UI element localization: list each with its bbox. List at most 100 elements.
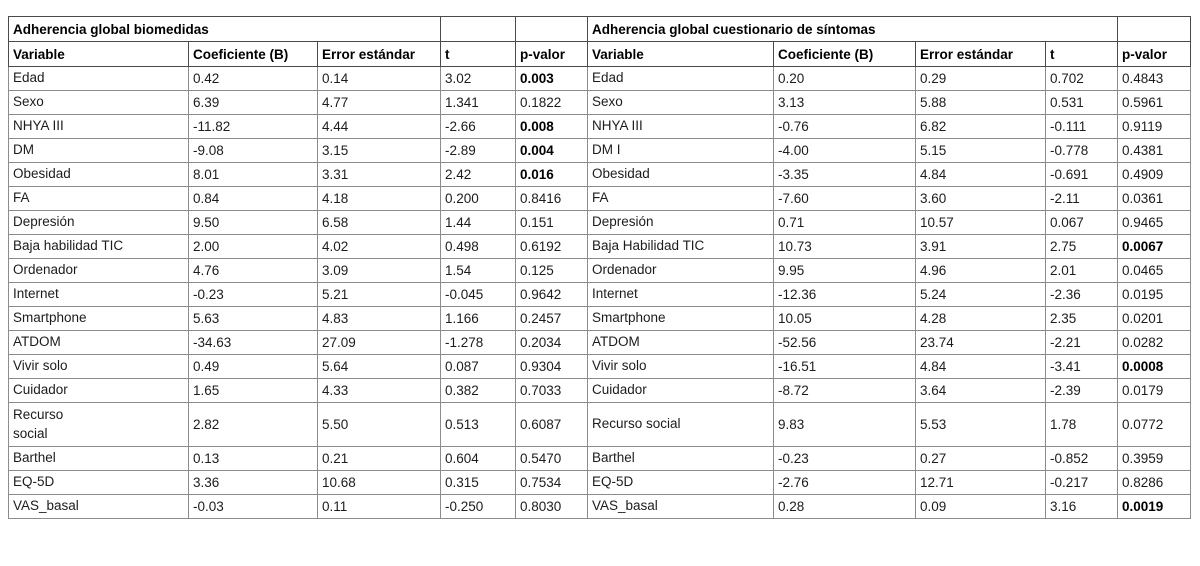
value-cell: 2.75 — [1045, 234, 1118, 259]
variable-cell: EQ-5D — [8, 470, 189, 495]
value-cell: -0.23 — [773, 446, 916, 471]
variable-cell: Internet — [8, 282, 189, 307]
value-cell: 3.16 — [1045, 494, 1118, 519]
value-cell: 3.36 — [188, 470, 318, 495]
value-cell: 0.513 — [440, 402, 516, 447]
value-cell: 2.35 — [1045, 306, 1118, 331]
value-cell: -0.691 — [1045, 162, 1118, 187]
value-cell: 4.28 — [915, 306, 1046, 331]
value-cell: 0.151 — [515, 210, 588, 235]
value-cell: 0.42 — [188, 66, 318, 91]
value-cell: 1.54 — [440, 258, 516, 283]
value-cell: 0.21 — [317, 446, 441, 471]
value-cell: 0.0361 — [1117, 186, 1191, 211]
variable-cell: NHYA III — [8, 114, 189, 139]
title-row: Adherencia global biomedidas Adherencia … — [8, 16, 1191, 42]
value-cell: -2.21 — [1045, 330, 1118, 355]
value-cell: 0.5961 — [1117, 90, 1191, 115]
variable-cell: Recurso social — [8, 402, 189, 447]
value-cell: 3.15 — [317, 138, 441, 163]
value-cell: -0.111 — [1045, 114, 1118, 139]
value-cell: -2.36 — [1045, 282, 1118, 307]
variable-cell: NHYA III — [587, 114, 774, 139]
value-cell: 0.0465 — [1117, 258, 1191, 283]
regression-table: Adherencia global biomedidas Adherencia … — [8, 16, 1191, 519]
value-cell: 0.13 — [188, 446, 318, 471]
table-row: DM -9.08 3.15 -2.89 0.004 DM I -4.00 5.15 -0.778… — [8, 138, 1191, 163]
empty-title-cell — [440, 16, 516, 42]
value-cell: 5.50 — [317, 402, 441, 447]
variable-cell: Baja habilidad TIC — [8, 234, 189, 259]
table-row: Sexo 6.39 4.77 1.341 0.1822 Sexo 3.13 5.88 0.531… — [8, 90, 1191, 115]
value-cell: 0.0008 — [1117, 354, 1191, 379]
table-row: Ordenador 4.76 3.09 1.54 0.125 Ordenador 9.95 4… — [8, 258, 1191, 283]
value-cell: 0.1822 — [515, 90, 588, 115]
value-cell: 0.7033 — [515, 378, 588, 403]
value-cell: 0.9642 — [515, 282, 588, 307]
column-header-std-error: Error estándar — [317, 41, 441, 67]
table-row: Smartphone 5.63 4.83 1.166 0.2457 Smartphone 1… — [8, 306, 1191, 331]
value-cell: 0.0201 — [1117, 306, 1191, 331]
value-cell: -2.76 — [773, 470, 916, 495]
value-cell: 3.31 — [317, 162, 441, 187]
variable-cell: Edad — [8, 66, 189, 91]
table-row: Obesidad 8.01 3.31 2.42 0.016 Obesidad -3.35 4.… — [8, 162, 1191, 187]
table-row: ATDOM -34.63 27.09 -1.278 0.2034 ATDOM -52.56 2… — [8, 330, 1191, 355]
value-cell: 0.531 — [1045, 90, 1118, 115]
column-header-std-error: Error estándar — [915, 41, 1046, 67]
variable-cell: Barthel — [8, 446, 189, 471]
value-cell: 9.95 — [773, 258, 916, 283]
value-cell: -0.778 — [1045, 138, 1118, 163]
value-cell: -2.66 — [440, 114, 516, 139]
value-cell: 5.64 — [317, 354, 441, 379]
value-cell: -2.39 — [1045, 378, 1118, 403]
table-row: Cuidador 1.65 4.33 0.382 0.7033 Cuidador -8.72… — [8, 378, 1191, 403]
variable-cell: Cuidador — [587, 378, 774, 403]
variable-cell: FA — [587, 186, 774, 211]
table-row: EQ-5D 3.36 10.68 0.315 0.7534 EQ-5D -2.76 12.71… — [8, 470, 1191, 495]
table-body: Edad 0.42 0.14 3.02 0.003 Edad 0.20 0.29 0.702 0.… — [8, 66, 1191, 519]
variable-cell: Edad — [587, 66, 774, 91]
value-cell: 0.9465 — [1117, 210, 1191, 235]
table-row: Edad 0.42 0.14 3.02 0.003 Edad 0.20 0.29 0.702 0.… — [8, 66, 1191, 91]
value-cell: -0.23 — [188, 282, 318, 307]
value-cell: 0.200 — [440, 186, 516, 211]
variable-cell: Recurso social — [587, 402, 774, 447]
value-cell: 1.44 — [440, 210, 516, 235]
value-cell: 0.2457 — [515, 306, 588, 331]
value-cell: -12.36 — [773, 282, 916, 307]
column-header-t: t — [1045, 41, 1118, 67]
value-cell: 1.341 — [440, 90, 516, 115]
value-cell: 0.315 — [440, 470, 516, 495]
value-cell: 0.84 — [188, 186, 318, 211]
value-cell: 0.6192 — [515, 234, 588, 259]
variable-cell: DM I — [587, 138, 774, 163]
column-header-variable: Variable — [8, 41, 189, 67]
value-cell: -0.76 — [773, 114, 916, 139]
value-cell: 6.82 — [915, 114, 1046, 139]
value-cell: 0.067 — [1045, 210, 1118, 235]
variable-cell: Sexo — [587, 90, 774, 115]
value-cell: -8.72 — [773, 378, 916, 403]
value-cell: 0.0282 — [1117, 330, 1191, 355]
value-cell: 2.42 — [440, 162, 516, 187]
value-cell: 23.74 — [915, 330, 1046, 355]
variable-cell: Obesidad — [8, 162, 189, 187]
value-cell: 0.6087 — [515, 402, 588, 447]
value-cell: 0.49 — [188, 354, 318, 379]
value-cell: -16.51 — [773, 354, 916, 379]
table-row: Recurso social 2.82 5.50 0.513 0.6087 Recurso… — [8, 402, 1191, 447]
variable-cell: Depresión — [587, 210, 774, 235]
value-cell: 0.11 — [317, 494, 441, 519]
variable-cell: Obesidad — [587, 162, 774, 187]
value-cell: 0.604 — [440, 446, 516, 471]
value-cell: 10.73 — [773, 234, 916, 259]
value-cell: 5.63 — [188, 306, 318, 331]
variable-cell: Smartphone — [8, 306, 189, 331]
table-row: Vivir solo 0.49 5.64 0.087 0.9304 Vivir solo -… — [8, 354, 1191, 379]
value-cell: 2.82 — [188, 402, 318, 447]
variable-cell: EQ-5D — [587, 470, 774, 495]
value-cell: 0.3959 — [1117, 446, 1191, 471]
column-header-coefficient: Coeficiente (B) — [773, 41, 916, 67]
header-row: Variable Coeficiente (B) Error estándar … — [8, 41, 1191, 67]
